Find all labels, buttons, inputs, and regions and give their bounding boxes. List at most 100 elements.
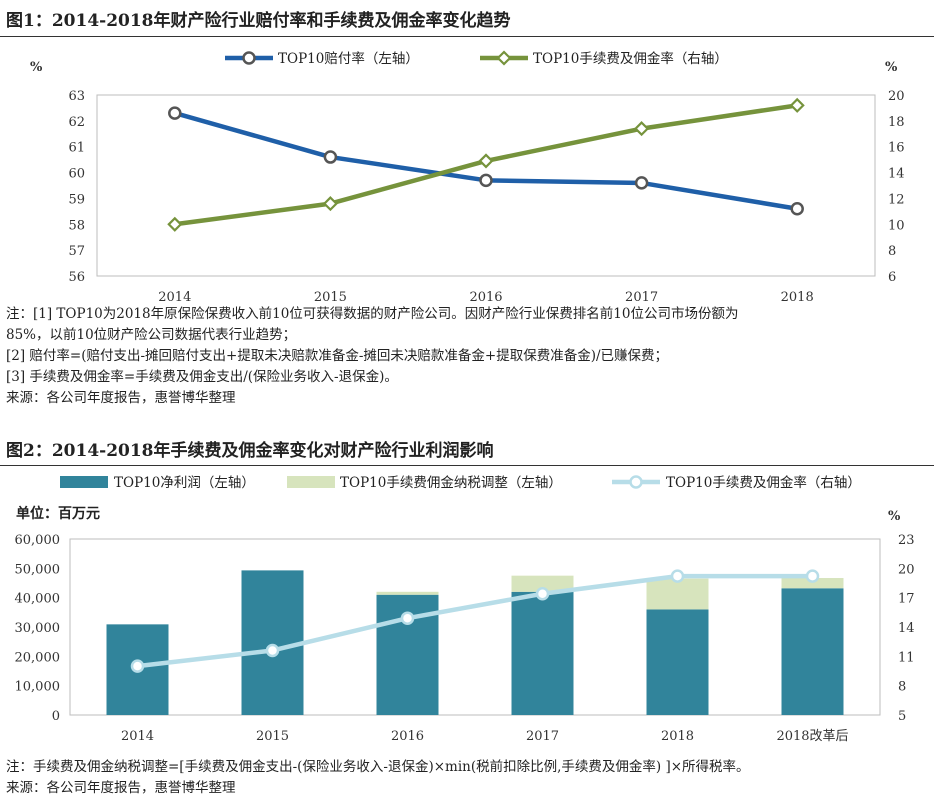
chart2-x-tick-label: 2018改革后 xyxy=(776,729,848,744)
figure2-title-rule xyxy=(0,465,934,466)
chart2-legend: TOP10净利润（左轴） TOP10手续费佣金纳税调整（左轴） TOP10手续费及佣… xyxy=(60,474,861,491)
figure1-note-2: 85%，以前10位财产险公司数据代表行业趋势； xyxy=(6,327,297,343)
figure2-note-1: 注：手续费及佣金纳税调整=[手续费及佣金支出-(保险业务收入-退保金)×min(… xyxy=(6,759,750,775)
chart2-left-tick-label: 40,000 xyxy=(15,592,61,607)
chart1-right-tick-label: 14 xyxy=(888,167,905,182)
chart1-point xyxy=(789,97,805,113)
chart2-point xyxy=(265,643,280,658)
chart2-series xyxy=(106,569,844,715)
figure1-note-1: 注：[1] TOP10为2018年原保险保费收入前10位可获得数据的财产险公司。… xyxy=(6,306,739,322)
chart2-legend-swatch xyxy=(60,476,108,488)
chart1-legend-label: TOP10手续费及佣金率（右轴） xyxy=(533,50,728,67)
chart1-point xyxy=(634,121,650,137)
chart1-point xyxy=(478,153,494,169)
chart2-x-tick-label: 2015 xyxy=(256,729,289,744)
chart2-left-tick-label: 0 xyxy=(52,709,60,724)
chart2-unit-label: 单位：百万元 xyxy=(16,505,100,522)
chart1-point xyxy=(790,202,804,216)
chart1-x-tick-label: 2017 xyxy=(625,290,658,305)
chart1-point xyxy=(322,196,338,212)
chart2-bar-net-profit xyxy=(781,588,844,715)
chart1-plot-frame xyxy=(96,94,876,277)
chart1-x-tick-label: 2016 xyxy=(469,290,502,305)
chart1-point xyxy=(167,216,183,232)
chart2-bar-net-profit xyxy=(241,570,304,715)
chart2-axes: 0 10,000 20,000 30,000 40,000 50,000 60,000 5 8 1… xyxy=(15,533,915,744)
chart2-right-tick-label: 20 xyxy=(898,562,915,577)
chart2-left-tick-label: 30,000 xyxy=(15,621,61,636)
chart2-legend-label: TOP10净利润（左轴） xyxy=(114,475,255,491)
chart1-legend-marker xyxy=(242,51,256,65)
chart1-left-tick-label: 58 xyxy=(68,218,85,233)
chart2-bar-net-profit xyxy=(646,609,709,715)
chart2-right-tick-label: 11 xyxy=(898,650,915,665)
figure1-title-rule xyxy=(0,36,934,37)
chart1-left-unit: % xyxy=(30,60,43,75)
chart2-left-tick-label: 10,000 xyxy=(15,680,61,695)
figure1-source: 来源：各公司年度报告，惠誉博华整理 xyxy=(6,390,236,406)
chart2-right-tick-label: 5 xyxy=(898,709,906,724)
figure2-notes: 注：手续费及佣金纳税调整=[手续费及佣金支出-(保险业务收入-退保金)×min(… xyxy=(6,757,750,799)
chart2-right-unit: % xyxy=(888,509,901,524)
chart1-right-tick-label: 8 xyxy=(888,244,896,259)
chart1-point xyxy=(168,106,182,120)
chart2-x-tick-label: 2014 xyxy=(121,729,154,744)
chart2-legend-label: TOP10手续费佣金纳税调整（左轴） xyxy=(340,475,562,491)
chart1-left-tick-label: 60 xyxy=(68,167,85,182)
chart2-left-tick-label: 50,000 xyxy=(15,562,61,577)
chart1-point xyxy=(634,176,649,190)
chart2-right-tick-label: 23 xyxy=(898,533,915,548)
chart2-left-tick-label: 20,000 xyxy=(15,650,61,665)
figure2-source: 来源：各公司年度报告，惠誉博华整理 xyxy=(6,780,236,796)
chart1-left-tick-label: 61 xyxy=(68,141,85,156)
chart2-point xyxy=(670,569,685,583)
chart1-x-tick-label: 2015 xyxy=(314,290,347,305)
chart1-right-tick-label: 16 xyxy=(888,141,905,156)
chart2-right-tick-label: 8 xyxy=(898,680,906,695)
chart1-right-unit: % xyxy=(885,60,898,75)
chart1-left-tick-label: 56 xyxy=(68,270,85,285)
chart2-bar-net-profit xyxy=(511,591,574,715)
chart2-bar-tax-adjustment xyxy=(376,591,439,595)
chart1-left-tick-label: 57 xyxy=(68,244,85,259)
chart2-bar-tax-adjustment xyxy=(781,578,844,589)
chart2-legend-label: TOP10手续费及佣金率（右轴） xyxy=(666,474,861,491)
chart1-right-tick-label: 12 xyxy=(888,192,905,207)
chart2-plot-frame xyxy=(69,538,881,716)
chart1-series xyxy=(167,97,805,232)
chart1-left-tick-label: 59 xyxy=(68,192,85,207)
chart1-left-tick-label: 63 xyxy=(68,89,85,104)
chart2-x-tick-label: 2016 xyxy=(391,729,424,744)
chart2-legend-marker xyxy=(629,475,643,489)
chart1: TOP10赔付率（左轴） TOP10手续费及佣金率（右轴） % % 56 57 58 5… xyxy=(30,50,905,305)
chart1-point xyxy=(323,150,338,164)
chart2-right-tick-label: 17 xyxy=(898,592,915,607)
chart2: TOP10净利润（左轴） TOP10手续费佣金纳税调整（左轴） TOP10手续费及佣… xyxy=(15,474,915,744)
figure1-note-4: [3] 手续费及佣金率=手续费及佣金支出/(保险业务收入-退保金)。 xyxy=(6,369,398,385)
chart1-legend: TOP10赔付率（左轴） TOP10手续费及佣金率（右轴） xyxy=(225,50,728,67)
figure1-notes: 注：[1] TOP10为2018年原保险保费收入前10位可获得数据的财产险公司。… xyxy=(6,304,738,409)
chart2-legend-swatch xyxy=(287,476,335,488)
chart1-right-tick-label: 10 xyxy=(888,218,905,233)
chart2-bar-tax-adjustment xyxy=(646,578,709,610)
figure2-title: 图2：2014-2018年手续费及佣金率变化对财产险行业利润影响 xyxy=(6,441,494,461)
chart1-right-tick-label: 18 xyxy=(888,115,905,130)
chart1-legend-marker xyxy=(496,50,512,66)
chart2-point xyxy=(130,659,145,673)
figure1-title: 图1：2014-2018年财产险行业赔付率和手续费及佣金率变化趋势 xyxy=(6,11,511,31)
chart2-right-tick-label: 14 xyxy=(898,621,915,636)
chart2-left-tick-label: 60,000 xyxy=(15,533,61,548)
chart2-bar-tax-adjustment xyxy=(511,575,574,592)
chart1-x-tick-label: 2014 xyxy=(158,290,191,305)
chart2-x-tick-label: 2017 xyxy=(526,729,559,744)
figure1-note-3: [2] 赔付率=(赔付支出-摊回赔付支出+提取未决赔款准备金-摊回未决赔款准备金… xyxy=(6,348,669,364)
chart2-point xyxy=(400,611,415,625)
chart1-right-tick-label: 20 xyxy=(888,89,905,104)
chart2-x-tick-label: 2018 xyxy=(661,729,694,744)
chart1-right-tick-label: 6 xyxy=(888,270,896,285)
chart2-point xyxy=(805,569,820,583)
chart2-series-line xyxy=(137,573,813,669)
chart1-point xyxy=(479,173,493,188)
chart1-legend-label: TOP10赔付率（左轴） xyxy=(278,50,419,67)
chart2-point xyxy=(535,587,550,601)
